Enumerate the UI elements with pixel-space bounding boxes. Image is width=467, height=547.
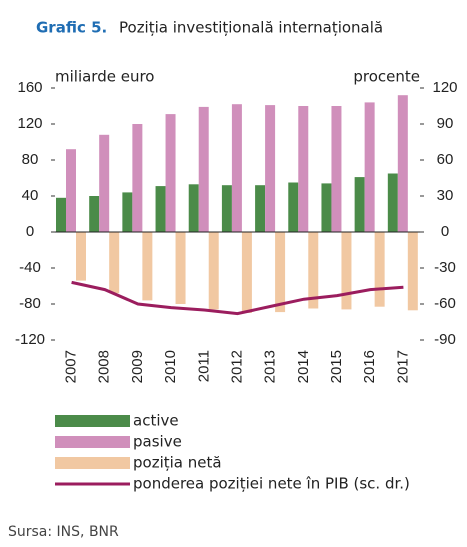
bar — [175, 232, 186, 304]
x-tick-label: 2009 — [129, 350, 146, 383]
bar — [132, 124, 143, 232]
bar — [208, 232, 219, 310]
bar — [231, 104, 242, 232]
legend-label: poziția netă — [133, 454, 222, 472]
y-tick-label: 80 — [22, 151, 39, 168]
y-tick-label: -40 — [19, 259, 41, 276]
x-tick-label: 2011 — [195, 350, 212, 382]
chart-title: Poziția investițională internațională — [119, 19, 383, 37]
bar — [397, 95, 408, 232]
y2-tick-label: -60 — [434, 295, 456, 312]
y2-tick-label: 60 — [437, 151, 454, 168]
y2-axis-label: procente — [353, 68, 420, 86]
x-tick-label: 2007 — [63, 350, 80, 383]
y2-tick-label: 0 — [441, 223, 449, 240]
bar — [109, 232, 120, 294]
bar — [188, 184, 199, 232]
bar — [56, 197, 66, 232]
x-tick-label: 2008 — [96, 350, 113, 383]
x-tick-label: 2015 — [328, 350, 345, 383]
bar — [255, 185, 266, 232]
bar — [407, 232, 418, 311]
bar — [374, 232, 385, 307]
y2-tick-label: 30 — [437, 187, 454, 204]
bar — [387, 173, 398, 232]
line — [71, 280, 404, 316]
y2-tick-label: 90 — [437, 115, 454, 132]
legend-swatch — [55, 457, 130, 469]
bar — [341, 232, 352, 310]
bar — [122, 192, 133, 232]
chart-title-label: Grafic 5. — [36, 19, 107, 37]
bar — [155, 186, 166, 232]
y-tick-label: 120 — [17, 115, 42, 132]
y-tick-label: -120 — [15, 331, 45, 348]
bar — [142, 232, 153, 301]
legend-swatch — [55, 415, 130, 427]
bar — [288, 182, 299, 232]
x-tick-label: 2010 — [162, 350, 179, 383]
bar — [298, 106, 309, 232]
y2-tick-label: 120 — [432, 79, 457, 96]
bar — [89, 196, 100, 232]
y-tick-label: 0 — [26, 223, 34, 240]
y-tick-label: -80 — [19, 295, 41, 312]
y-axis-label: miliarde euro — [55, 68, 154, 86]
x-tick-label: 2013 — [262, 350, 279, 383]
x-tick-label: 2016 — [361, 350, 378, 383]
bar — [99, 134, 110, 232]
y2-tick-label: -30 — [434, 259, 456, 276]
legend-label: active — [133, 412, 179, 430]
bar — [265, 105, 276, 232]
bar — [354, 177, 365, 232]
legend-label: ponderea poziției nete în PIB (sc. dr.) — [133, 475, 410, 493]
x-tick-label: 2012 — [228, 350, 245, 383]
legend-swatch — [55, 436, 130, 448]
bar — [198, 106, 209, 232]
x-tick-label: 2017 — [394, 350, 411, 383]
bar — [275, 232, 286, 313]
bar — [364, 102, 375, 233]
y-tick-label: 160 — [17, 79, 42, 96]
bar — [321, 183, 332, 232]
y-tick-label: 40 — [22, 187, 39, 204]
bar — [76, 232, 86, 281]
bar — [165, 114, 176, 232]
x-tick-label: 2014 — [295, 350, 312, 383]
bar — [241, 232, 252, 313]
bar — [66, 149, 76, 232]
bar — [221, 185, 232, 232]
bar — [331, 106, 342, 232]
legend-label: pasive — [133, 433, 182, 451]
source: Sursa: INS, BNR — [8, 524, 119, 540]
y2-tick-label: -90 — [434, 331, 456, 348]
bar — [308, 232, 319, 309]
